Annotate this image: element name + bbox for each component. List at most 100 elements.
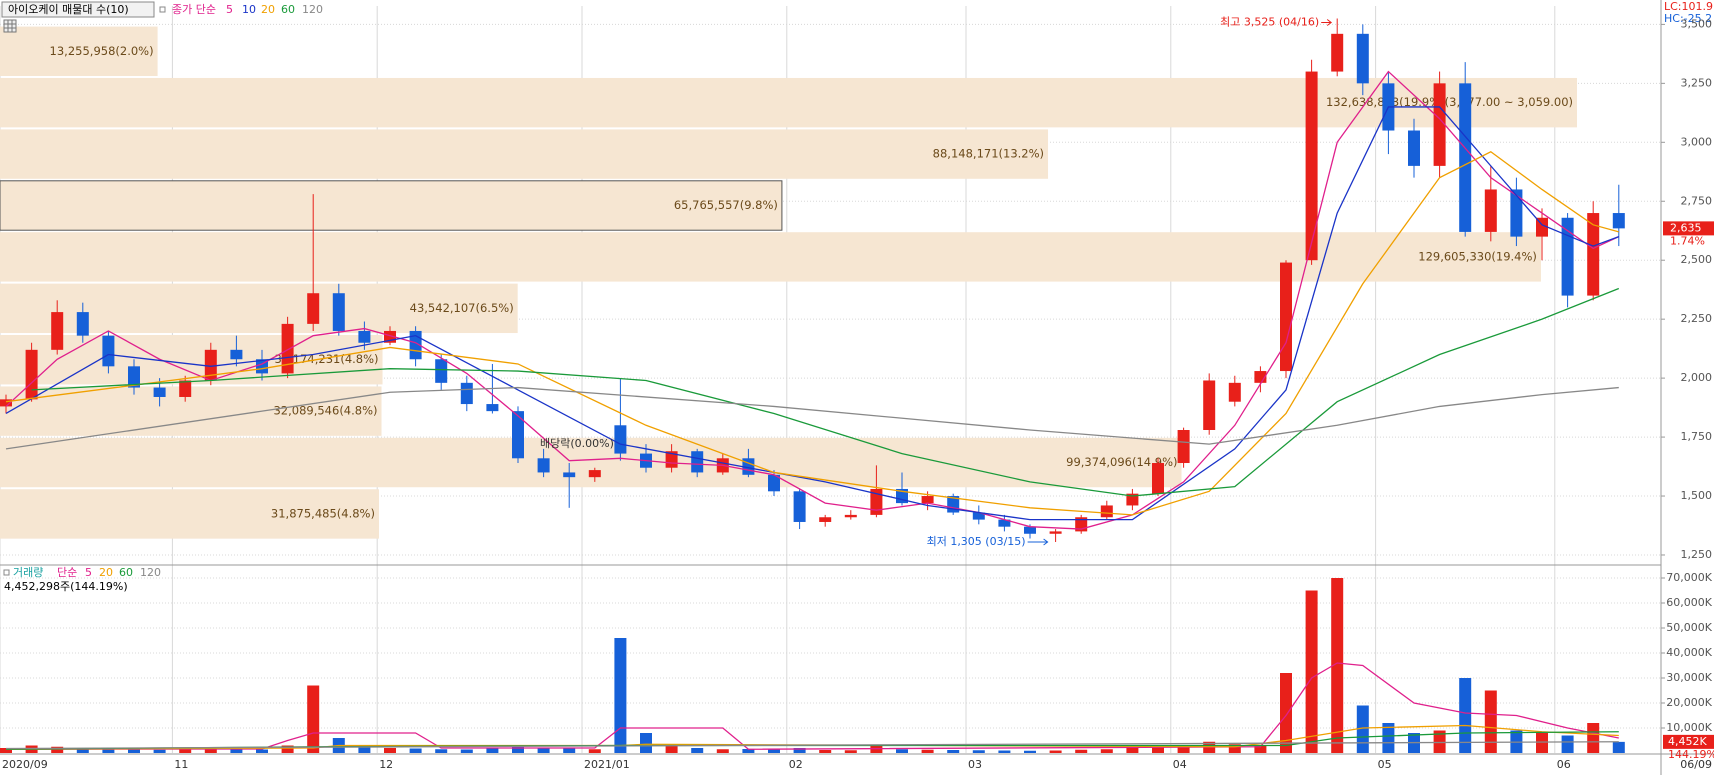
candle-body — [435, 359, 448, 383]
volume-bar — [486, 747, 499, 753]
volume-bar — [870, 746, 883, 753]
candle-body — [998, 519, 1011, 527]
volume-bar — [640, 733, 652, 753]
y-tick-label: 1,250 — [1681, 548, 1713, 561]
volume-bar — [1152, 746, 1164, 753]
volume-bar — [588, 749, 601, 753]
candle-body — [1126, 493, 1139, 506]
volume-bar — [896, 749, 908, 753]
candle-body — [1484, 189, 1497, 232]
y-tick-label: 40,000K — [1666, 646, 1712, 659]
y-tick-label: 3,000 — [1681, 135, 1713, 148]
y-tick-label: 50,000K — [1666, 621, 1712, 634]
volume-bar — [1433, 730, 1446, 753]
ma-line — [5, 741, 1619, 750]
volume-bar — [1100, 749, 1113, 753]
candle-body — [307, 293, 320, 324]
volume-bar — [1254, 745, 1267, 753]
candle-body — [1536, 217, 1548, 237]
grid-icon-lines — [4, 20, 16, 32]
profile-label: 43,542,107(6.5%) — [410, 301, 514, 315]
candle-body — [1254, 371, 1267, 383]
volume-bar — [1126, 748, 1139, 753]
volume-bar — [1536, 733, 1548, 753]
volume-bar — [844, 750, 857, 753]
candle-body — [1459, 83, 1472, 232]
candle-body — [153, 387, 166, 397]
volume-bar — [307, 685, 320, 753]
candle-body — [204, 349, 217, 381]
legend-icon — [3, 569, 10, 576]
y-tick-label: 3,500 — [1681, 17, 1713, 30]
volume-bar — [1280, 673, 1292, 753]
ma-line — [5, 150, 1619, 516]
volume-info: 4,452,298주(144.19%) — [4, 580, 128, 593]
volume-bar — [1177, 745, 1190, 753]
ma-line — [5, 662, 1619, 750]
volume-bar — [51, 746, 64, 753]
volume-bar — [102, 749, 115, 753]
legend-entry: 20 — [99, 566, 113, 579]
candle-body — [384, 330, 396, 343]
legend-entry: 10 — [242, 3, 256, 16]
volume-bar — [1024, 750, 1036, 753]
volume-bar — [128, 749, 140, 753]
candle-body — [1561, 217, 1574, 296]
candle-body — [128, 366, 140, 388]
candle-body — [358, 330, 371, 343]
candle-body — [281, 323, 294, 374]
profile-label: 129,605,330(19.4%) — [1418, 249, 1537, 263]
profile-label: 65,765,557(9.8%) — [674, 198, 778, 212]
volume-bar — [998, 750, 1011, 753]
volume-bar — [691, 748, 704, 753]
legend-title: 종가 단순 — [172, 3, 216, 16]
candle-body — [179, 380, 192, 397]
candle-body — [460, 382, 473, 405]
price-marker-label: 2,635 — [1670, 221, 1702, 234]
candle-body — [1305, 71, 1318, 261]
ex-dividend-note: 배당락(0.00%) — [540, 437, 614, 450]
candle-body — [870, 488, 883, 515]
candle-body — [1510, 189, 1523, 237]
volume-bar — [972, 750, 985, 753]
candle-body — [1433, 83, 1446, 166]
volume-legend-name: 거래량 — [13, 566, 43, 579]
legend-entry: 60 — [281, 3, 295, 16]
volume-bar — [563, 748, 576, 753]
candle-body — [1612, 213, 1625, 229]
volume-bar — [384, 748, 396, 753]
profile-row — [0, 180, 783, 231]
ma-line — [5, 70, 1620, 530]
plot-layer — [0, 18, 1625, 753]
legend-entry: 5 — [85, 566, 92, 579]
legend-entry: 120 — [302, 3, 323, 16]
x-tick-label: 04 — [1173, 758, 1187, 771]
volume-bar — [1228, 744, 1241, 753]
candle-body — [1024, 526, 1036, 534]
volume-bar — [1587, 723, 1600, 753]
hc-label: HC:-25.2 — [1664, 12, 1712, 25]
x-tick-label: 11 — [174, 758, 188, 771]
y-tick-label: 2,000 — [1681, 371, 1713, 384]
candle-body — [1228, 382, 1241, 402]
candle-body — [512, 411, 524, 459]
profile-label: 99,374,096(14.9%) — [1066, 455, 1177, 469]
profile-row — [0, 26, 158, 76]
volume-bar — [179, 749, 192, 753]
volume-bar — [204, 747, 217, 753]
candle-body — [76, 312, 89, 336]
candle-body — [486, 404, 499, 412]
candle-body — [51, 312, 64, 350]
candle-body — [409, 330, 422, 360]
candle-body — [1203, 380, 1216, 430]
x-tick-label: 12 — [379, 758, 393, 771]
profile-label: 88,148,171(13.2%) — [933, 147, 1044, 161]
candle-body — [537, 458, 550, 473]
volume-bar — [1331, 578, 1344, 753]
chart-title: 아이오케이 매물대 수(10) — [8, 3, 129, 16]
price-marker — [1663, 221, 1714, 236]
legend-entry: 60 — [119, 566, 133, 579]
y-tick-label: 2,500 — [1681, 253, 1713, 266]
candle-body — [563, 472, 576, 478]
volume-bar — [1305, 590, 1318, 753]
